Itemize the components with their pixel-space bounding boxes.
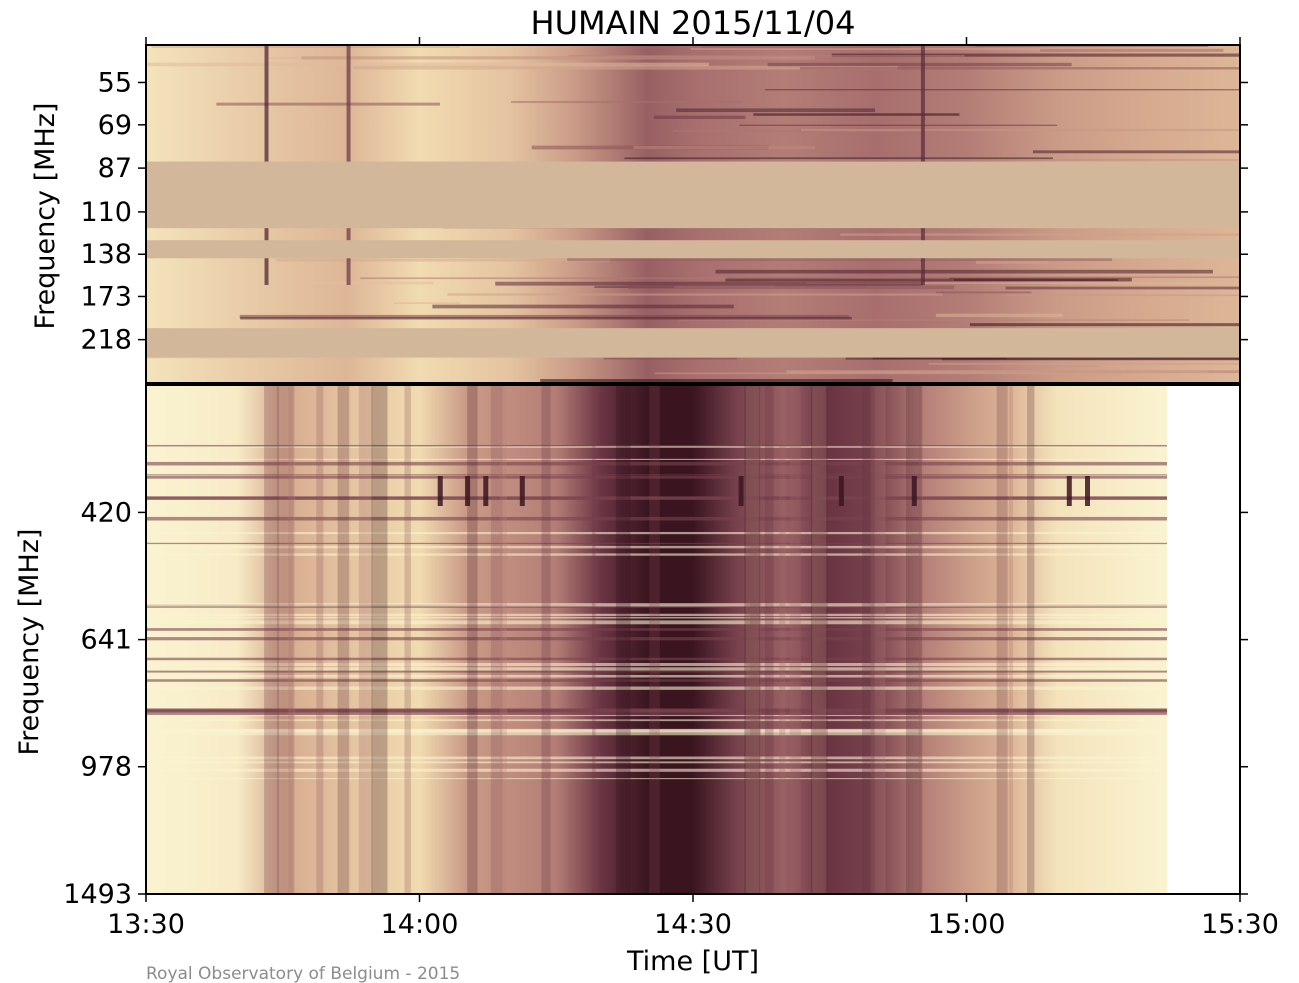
masked-band bbox=[146, 161, 1240, 229]
y-tick-label: 218 bbox=[80, 325, 132, 356]
y-tick-label: 87 bbox=[98, 153, 132, 184]
x-axis-label: Time [UT] bbox=[626, 946, 759, 977]
x-tick-label: 14:30 bbox=[654, 909, 732, 940]
y-tick-label: 173 bbox=[80, 281, 132, 312]
burst-block bbox=[738, 476, 744, 506]
y-tick-label: 1493 bbox=[63, 879, 132, 910]
x-tick-label: 14:00 bbox=[381, 909, 459, 940]
masked-band bbox=[146, 328, 1240, 358]
y-tick-label: 69 bbox=[98, 110, 132, 141]
x-tick-label: 15:00 bbox=[928, 909, 1006, 940]
x-axis-ticks: 13:30 14:00 14:30 15:00 15:30 bbox=[107, 37, 1279, 940]
burst-block bbox=[1085, 476, 1091, 506]
burst-block bbox=[483, 476, 489, 506]
y-tick-label: 110 bbox=[80, 197, 132, 228]
masked-band bbox=[146, 240, 1240, 259]
x-tick-label: 13:30 bbox=[107, 909, 185, 940]
y-tick-label: 55 bbox=[98, 67, 132, 98]
lower-y-axis-label: Frequency [MHz] bbox=[14, 529, 45, 756]
burst-block bbox=[838, 476, 844, 506]
upper-y-axis-label: Frequency [MHz] bbox=[30, 103, 61, 330]
burst-block bbox=[465, 476, 471, 506]
credit-text: Royal Observatory of Belgium - 2015 bbox=[146, 964, 460, 983]
y-tick-label: 641 bbox=[80, 625, 132, 656]
lower-panel-emission bbox=[146, 385, 1168, 894]
burst-block bbox=[519, 476, 525, 506]
y-tick-label: 978 bbox=[80, 752, 132, 783]
y-tick-label: 138 bbox=[80, 239, 132, 270]
burst-block bbox=[1066, 476, 1072, 506]
burst-block bbox=[437, 476, 443, 506]
lower-spectrogram-panel: 420 641 978 1493 Frequency [MHz] bbox=[14, 384, 1248, 910]
lower-panel-y-ticks: 420 641 978 1493 bbox=[63, 497, 1248, 910]
upper-spectrogram-panel: 55 69 87 110 138 173 218 Frequency [MHz] bbox=[30, 44, 1248, 384]
chart-title: HUMAIN 2015/11/04 bbox=[531, 4, 856, 42]
upper-panel-emission bbox=[146, 45, 1240, 383]
x-tick-label: 15:30 bbox=[1201, 909, 1279, 940]
upper-panel-y-ticks: 55 69 87 110 138 173 218 bbox=[80, 67, 1248, 356]
burst-block bbox=[911, 476, 917, 506]
y-tick-label: 420 bbox=[80, 497, 132, 528]
